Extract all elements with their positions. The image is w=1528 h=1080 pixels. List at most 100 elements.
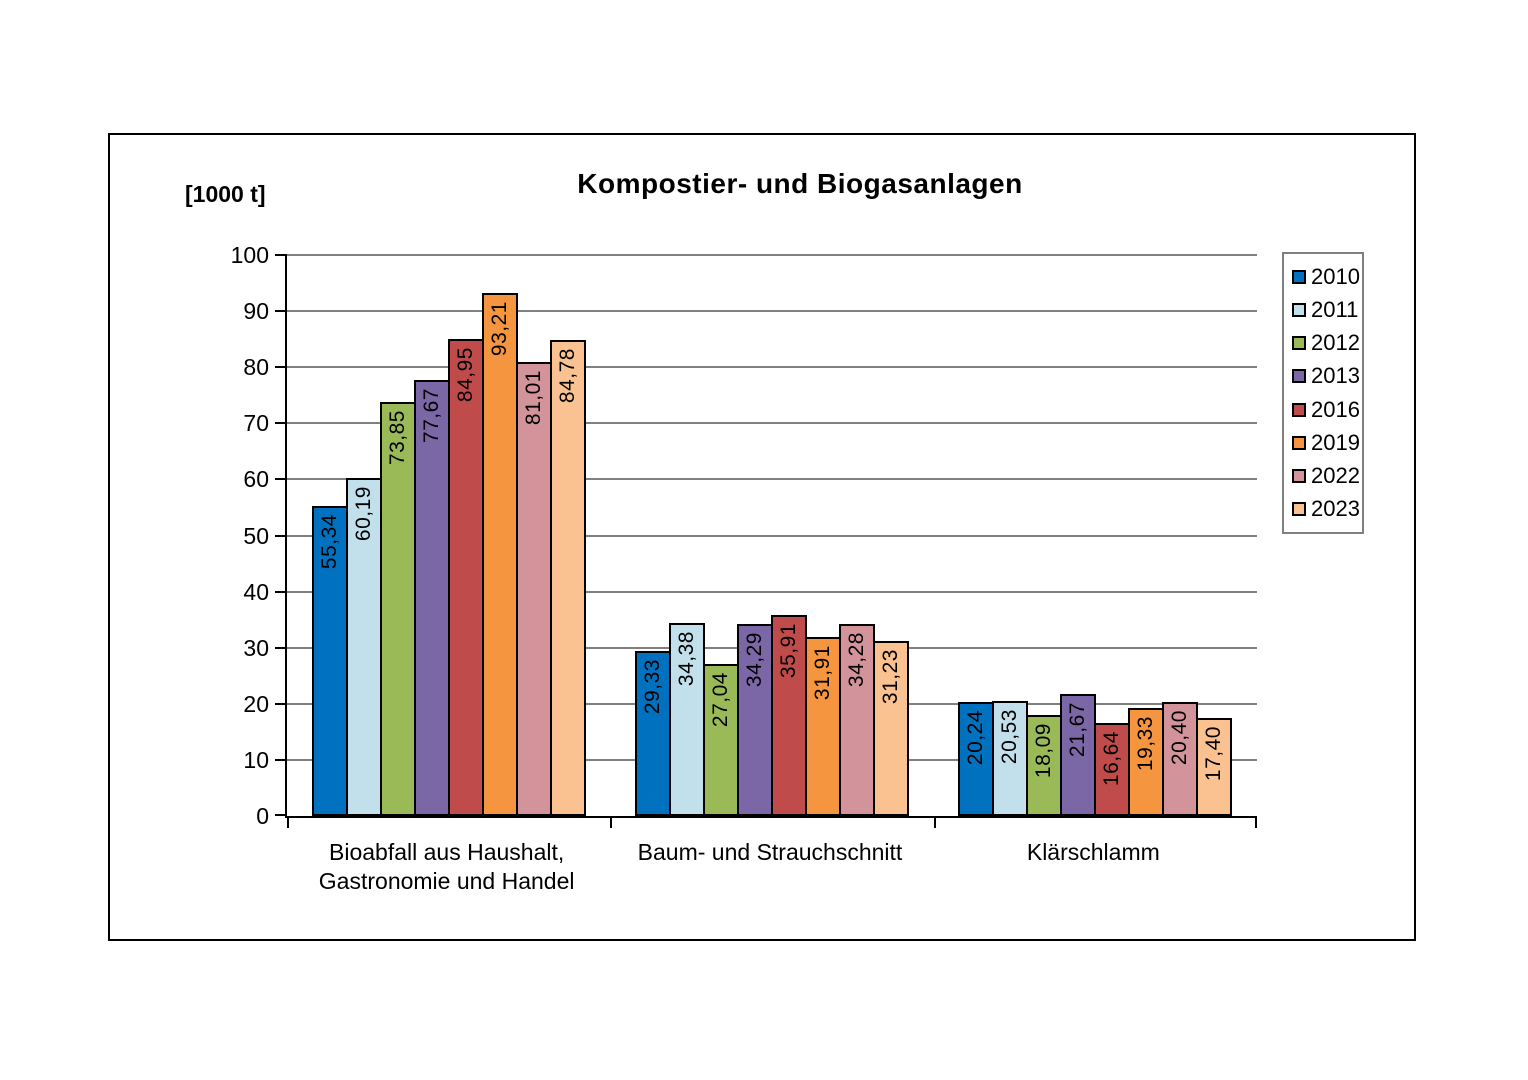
legend-label: 2010 xyxy=(1311,263,1360,289)
y-axis-tick xyxy=(275,254,287,256)
y-axis-tick-label: 50 xyxy=(243,522,269,549)
bar-value-label: 31,23 xyxy=(879,649,902,705)
bar: 20,40 xyxy=(1162,702,1199,816)
bar: 19,33 xyxy=(1128,708,1165,816)
bar-value-label: 17,40 xyxy=(1202,726,1226,782)
bar-value-label: 84,78 xyxy=(555,348,579,404)
bar: 31,91 xyxy=(805,637,841,816)
legend-swatch xyxy=(1292,402,1306,417)
y-axis-tick-label: 100 xyxy=(230,242,269,268)
bar-value-label: 29,33 xyxy=(641,659,664,715)
gridline xyxy=(287,590,1257,593)
bar: 35,91 xyxy=(771,615,807,816)
legend-label: 2019 xyxy=(1311,429,1360,455)
bar-value-label: 34,29 xyxy=(743,632,766,688)
legend-swatch xyxy=(1292,269,1306,284)
y-axis-tick xyxy=(275,310,287,313)
bar-value-label: 84,95 xyxy=(453,347,477,403)
y-axis-tick-label: 10 xyxy=(243,746,269,773)
gridline xyxy=(287,534,1257,537)
y-axis-tick-label: 90 xyxy=(243,298,269,325)
legend-item: 2012 xyxy=(1292,328,1362,358)
legend-label: 2013 xyxy=(1311,363,1360,389)
y-axis-tick xyxy=(275,590,287,593)
y-axis-tick-label: 60 xyxy=(243,466,269,493)
legend-item: 2011 xyxy=(1292,295,1362,325)
y-axis-tick xyxy=(275,814,287,816)
y-axis-tick-label: 80 xyxy=(243,354,269,381)
legend-item: 2010 xyxy=(1292,262,1362,292)
bar-value-label: 21,67 xyxy=(1066,702,1090,758)
bar-value-label: 60,19 xyxy=(351,486,375,542)
legend-swatch xyxy=(1292,502,1306,517)
y-axis-tick xyxy=(275,758,287,761)
bar-value-label: 31,91 xyxy=(811,645,834,701)
plot-area: 0 10 20 30 40 50 60 70 80 90 100 55,34 60,19 73,85 77,… xyxy=(231,242,1257,829)
legend: 2010 2011 2012 2013 2016 2019 2022 2023 xyxy=(1282,252,1364,534)
legend-swatch xyxy=(1292,336,1306,351)
x-axis-tick xyxy=(610,818,613,828)
bar: 27,04 xyxy=(703,664,739,816)
y-axis-tick-label: 20 xyxy=(243,690,269,717)
bar-value-label: 19,33 xyxy=(1134,716,1158,772)
gridline xyxy=(287,366,1257,369)
bar: 55,34 xyxy=(311,506,348,816)
legend-swatch xyxy=(1292,369,1306,384)
x-axis-tick xyxy=(933,818,936,828)
bar-value-label: 81,01 xyxy=(521,370,545,426)
bar-value-label: 34,38 xyxy=(675,631,698,687)
bar-value-label: 18,09 xyxy=(1032,723,1056,779)
bar: 93,21 xyxy=(481,293,518,816)
y-axis-tick-label: 40 xyxy=(243,578,269,605)
bar: 73,85 xyxy=(379,402,416,816)
bar-value-label: 73,85 xyxy=(385,410,409,466)
y-axis-tick xyxy=(275,366,287,369)
y-axis-tick-label: 30 xyxy=(243,634,269,661)
bar: 84,95 xyxy=(447,339,484,816)
bar: 84,78 xyxy=(549,340,586,816)
y-axis-tick xyxy=(275,478,287,481)
bar: 31,23 xyxy=(873,641,909,816)
y-axis-tick xyxy=(275,534,287,537)
legend-label: 2023 xyxy=(1311,496,1360,522)
category-label: Klärschlamm xyxy=(1026,839,1160,865)
x-axis-tick xyxy=(1255,818,1257,828)
legend-label: 2011 xyxy=(1311,296,1359,322)
bar-value-label: 77,67 xyxy=(419,388,443,444)
bar: 34,38 xyxy=(669,623,705,816)
bar: 81,01 xyxy=(515,362,552,816)
legend-item: 2016 xyxy=(1292,395,1362,425)
bar: 17,40 xyxy=(1196,718,1233,816)
gridline xyxy=(287,478,1257,481)
y-axis-tick xyxy=(275,702,287,705)
bar: 20,53 xyxy=(992,701,1029,816)
legend-item: 2019 xyxy=(1292,428,1362,458)
bar-value-label: 27,04 xyxy=(709,672,732,728)
y-axis-tick-label: 70 xyxy=(243,410,269,437)
gridline xyxy=(287,254,1257,256)
y-axis-tick xyxy=(275,646,287,649)
legend-item: 2022 xyxy=(1292,461,1362,491)
chart-frame: Kompostier- und Biogasanlagen [1000 t] 0… xyxy=(108,133,1416,941)
legend-item: 2013 xyxy=(1292,361,1362,391)
gridline xyxy=(287,310,1257,313)
y-axis-tick xyxy=(275,422,287,425)
bar: 60,19 xyxy=(345,478,382,816)
x-axis-tick xyxy=(287,818,289,828)
category-label: Bioabfall aus Haushalt, Gastronomie und … xyxy=(318,839,575,894)
chart-title: Kompostier- und Biogasanlagen xyxy=(577,168,1023,199)
bar: 77,67 xyxy=(413,380,450,816)
y-axis-tick-label: 0 xyxy=(256,803,269,829)
legend-item: 2023 xyxy=(1292,494,1362,524)
legend-swatch xyxy=(1292,302,1306,317)
category-label: Baum- und Strauchschnitt xyxy=(637,839,903,865)
legend-swatch xyxy=(1292,469,1306,484)
bar: 16,64 xyxy=(1094,723,1131,816)
bar: 29,33 xyxy=(635,651,671,816)
bar-value-label: 93,21 xyxy=(487,301,511,357)
bar-value-label: 20,24 xyxy=(964,710,988,766)
bar: 18,09 xyxy=(1026,715,1063,816)
bar: 21,67 xyxy=(1060,694,1097,816)
bar-value-label: 20,40 xyxy=(1168,710,1192,766)
